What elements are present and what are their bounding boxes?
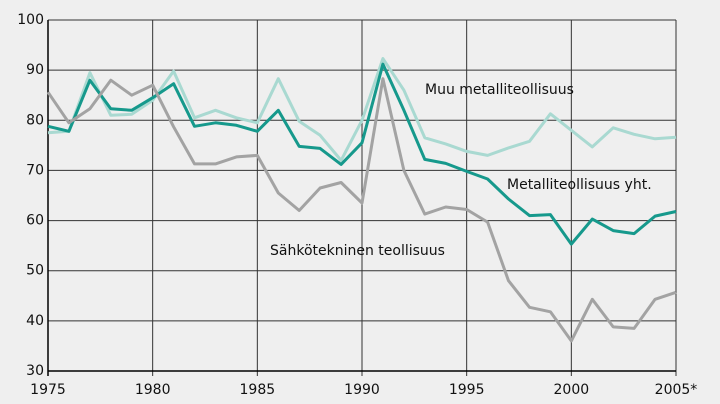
x-tick-label: 1990: [344, 382, 380, 398]
y-tick-label: 40: [26, 313, 44, 329]
x-tick-label: 1985: [240, 382, 276, 398]
series-line: [47, 57, 677, 162]
series-label: Metalliteollisuus yht.: [507, 177, 652, 193]
y-tick-label: 60: [26, 213, 44, 229]
y-tick-label: 90: [26, 62, 44, 78]
y-tick-label: 100: [17, 12, 44, 28]
x-tick-label: 1980: [135, 382, 171, 398]
y-tick-label: 80: [26, 112, 44, 128]
series-label: Muu metalliteollisuus: [425, 82, 574, 98]
series-line: [46, 77, 677, 343]
series-line: [47, 62, 677, 246]
y-tick-label: 50: [26, 263, 44, 279]
y-tick-label: 30: [26, 363, 44, 379]
x-tick-label: 1995: [449, 382, 485, 398]
x-tick-label: 1975: [30, 382, 66, 398]
x-tick-label: 2000: [554, 382, 590, 398]
y-tick-label: 70: [26, 162, 44, 178]
series-label: Sähkötekninen teollisuus: [270, 243, 445, 259]
x-tick-label: 2005*: [655, 382, 698, 398]
